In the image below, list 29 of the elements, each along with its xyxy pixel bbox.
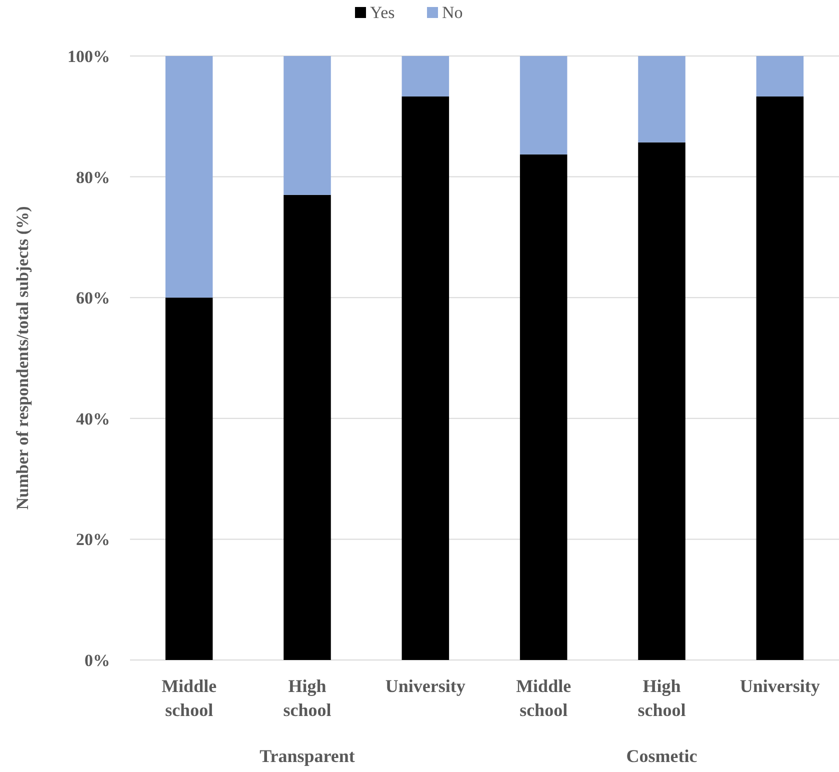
x-tick-label: High school — [283, 676, 332, 720]
y-tick-label: 0% — [84, 650, 110, 670]
x-tick-label: Middle school — [162, 676, 217, 720]
text: Cosmetic — [626, 746, 698, 766]
y-tick-label: 80% — [76, 168, 110, 187]
bar — [520, 154, 568, 660]
y-axis-title: Number of respondents/total subjects (%) — [13, 206, 32, 510]
bar — [638, 142, 686, 660]
text: Transparent — [260, 746, 355, 766]
bar — [756, 56, 804, 96]
bar — [402, 96, 450, 660]
x-tick-label: High school — [638, 676, 686, 720]
legend-label: No — [442, 3, 463, 22]
bar — [638, 56, 686, 142]
bar — [284, 56, 331, 195]
x-tick-label: Middle school — [516, 676, 572, 720]
y-tick-label: 100% — [68, 46, 110, 66]
y-tick-label: 60% — [76, 288, 110, 308]
bar — [165, 56, 213, 298]
legend-label: Yes — [370, 3, 395, 22]
bar — [402, 56, 450, 96]
x-tick-label: University — [740, 676, 820, 696]
bar — [756, 96, 804, 660]
y-tick-label: 40% — [76, 409, 110, 428]
bar — [165, 298, 213, 660]
y-tick-label: 20% — [76, 530, 110, 550]
bar — [520, 56, 568, 154]
x-tick-label: University — [385, 676, 466, 696]
bar — [284, 194, 331, 660]
